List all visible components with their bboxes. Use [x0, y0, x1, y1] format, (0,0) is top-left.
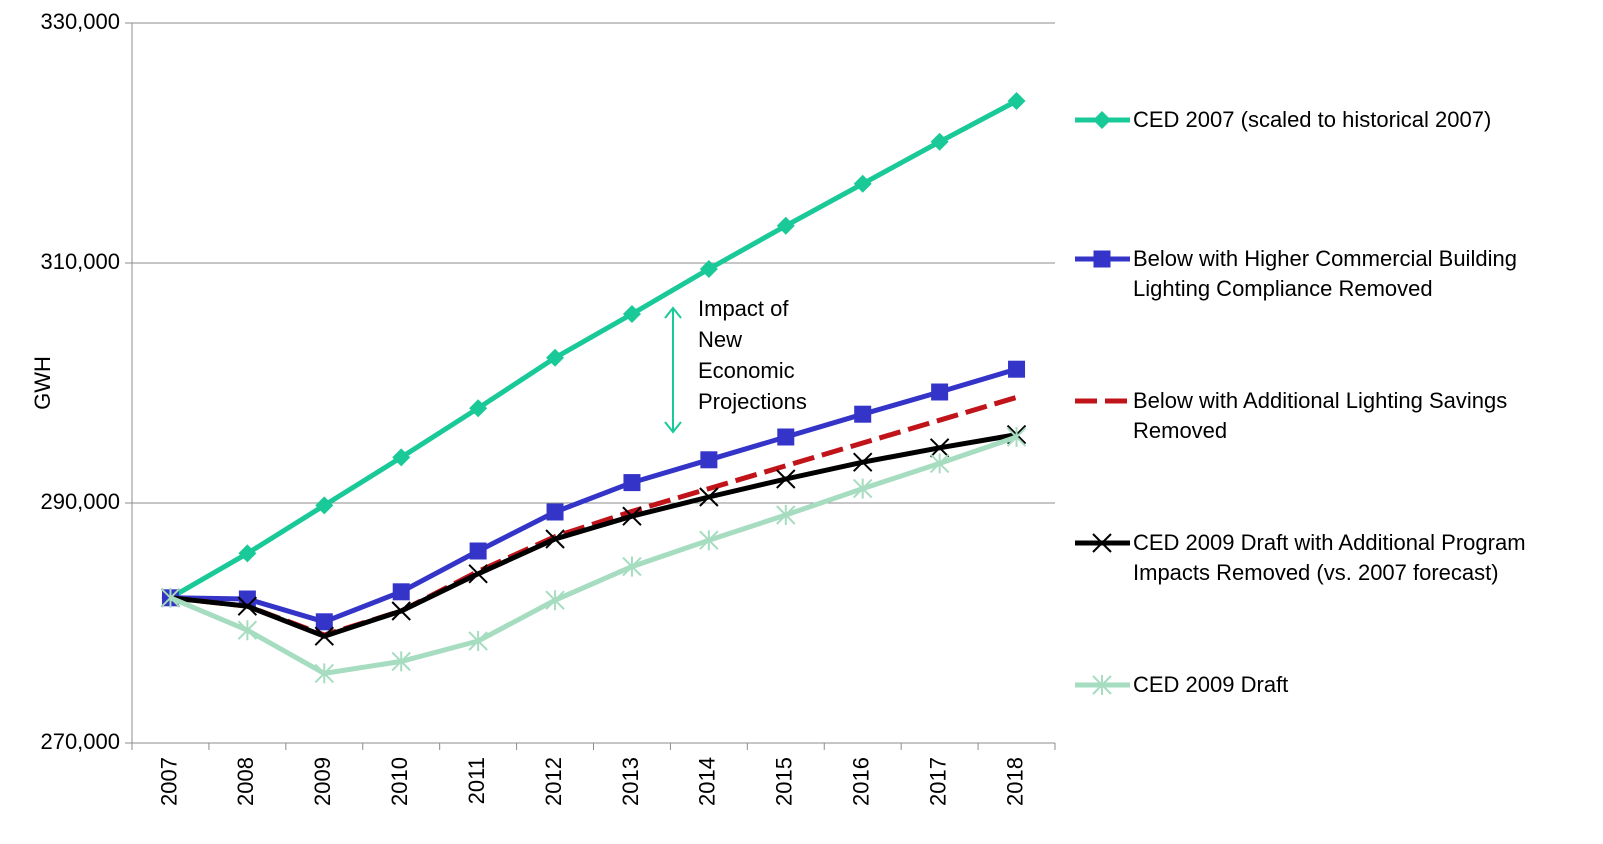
marker [929, 453, 950, 474]
marker [1093, 250, 1111, 268]
series-line [170, 366, 1018, 625]
marker [392, 448, 411, 467]
marker [931, 383, 949, 401]
annotation-text: Impact of [698, 296, 789, 321]
marker [699, 530, 719, 551]
marker [237, 620, 258, 641]
marker [623, 474, 641, 492]
marker [545, 590, 565, 611]
marker [853, 174, 872, 193]
marker [546, 348, 565, 367]
x-tick-label: 2018 [1002, 757, 1027, 806]
marker [700, 451, 718, 469]
series-line [169, 434, 1018, 676]
marker [776, 505, 796, 525]
x-tick-label: 2014 [695, 757, 720, 806]
marker [622, 305, 641, 323]
marker [545, 529, 565, 549]
x-tick-label: 2010 [387, 757, 412, 806]
x-tick-label: 2009 [310, 757, 335, 806]
marker [468, 564, 488, 584]
x-tick-label: 2015 [772, 757, 797, 806]
marker [776, 216, 795, 235]
marker [1092, 675, 1112, 695]
marker [1093, 111, 1111, 129]
legend-label: Below with Higher Commercial Building Li… [1133, 246, 1517, 301]
series-line [170, 395, 1018, 638]
marker [699, 487, 719, 507]
marker [468, 631, 488, 651]
y-tick-label: 290,000 [40, 489, 120, 514]
x-tick-label: 2016 [849, 757, 874, 806]
x-tick-label: 2017 [925, 757, 950, 806]
annotation-text: Economic [698, 358, 795, 383]
legend-label: CED 2007 (scaled to historical 2007) [1133, 107, 1492, 132]
legend-label: CED 2009 Draft with Additional Program I… [1133, 530, 1526, 585]
marker [1007, 92, 1026, 110]
y-tick-label: 310,000 [40, 249, 120, 274]
annotation-arrow [664, 306, 682, 434]
marker [853, 478, 873, 499]
x-tick-label: 2013 [618, 757, 643, 806]
marker [314, 663, 334, 684]
y-tick-label: 330,000 [40, 9, 120, 34]
y-tick-label: 270,000 [40, 729, 120, 754]
legend-label: CED 2009 Draft [1133, 672, 1289, 697]
annotation-text: Projections [698, 389, 807, 414]
marker [1092, 533, 1112, 553]
x-tick-label: 2007 [156, 757, 181, 806]
marker [776, 469, 796, 489]
marker [930, 132, 949, 151]
marker [622, 556, 642, 577]
marker [391, 601, 411, 621]
marker [1008, 360, 1026, 378]
y-axis-label: GWH [30, 356, 55, 410]
marker [469, 542, 487, 560]
marker [392, 583, 410, 601]
legend-label: Below with Additional Lighting Savings R… [1133, 388, 1508, 443]
marker [854, 405, 872, 423]
x-tick-label: 2011 [464, 757, 489, 804]
marker [315, 613, 333, 631]
x-tick-label: 2012 [541, 757, 566, 806]
marker [699, 260, 718, 278]
marker [622, 506, 642, 526]
marker [160, 587, 181, 608]
marker [929, 438, 950, 458]
marker [237, 596, 258, 616]
marker [315, 496, 334, 515]
marker [391, 651, 411, 672]
annotation-text: New [698, 327, 742, 352]
x-tick-label: 2008 [233, 757, 258, 806]
marker [853, 452, 873, 472]
marker [238, 544, 257, 563]
marker [777, 428, 795, 446]
marker [546, 503, 564, 521]
series-line [170, 432, 1017, 639]
marker [314, 626, 334, 646]
marker [1006, 427, 1027, 447]
series-line [169, 98, 1018, 600]
marker [469, 399, 488, 418]
